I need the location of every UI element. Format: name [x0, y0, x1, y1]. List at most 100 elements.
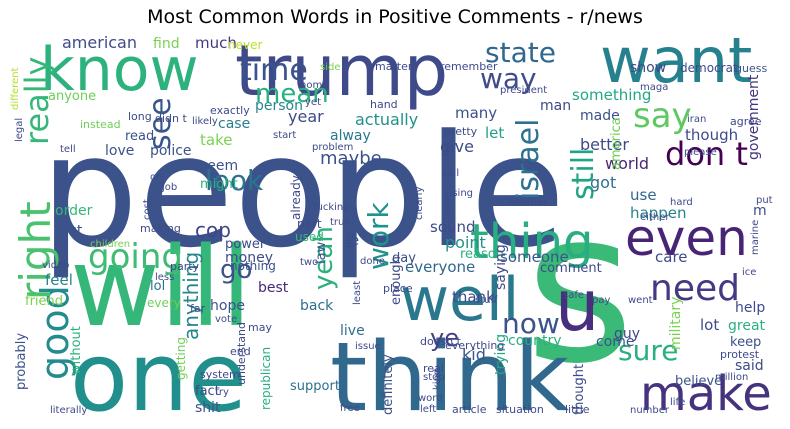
word-need: need	[650, 268, 740, 309]
word-marine: marine	[750, 220, 761, 255]
word-give: give	[440, 137, 474, 156]
word-using: using	[446, 188, 473, 199]
word-s: s	[525, 165, 634, 410]
word-enough: enough	[389, 256, 404, 305]
word-thought: thought	[572, 364, 587, 415]
word-military: military	[668, 297, 684, 350]
word-kid: kid	[462, 345, 486, 364]
word-life: life	[670, 397, 685, 408]
word-said: said	[735, 358, 764, 374]
word-please: please	[684, 147, 717, 158]
word-something: something	[572, 86, 651, 104]
chart-title: Most Common Words in Positive Comments -…	[147, 6, 643, 28]
word-try: try	[215, 387, 229, 398]
word-going: going	[88, 237, 183, 277]
word-legal: legal	[14, 118, 25, 142]
word-anything: anything	[179, 252, 203, 340]
word-literally: literally	[50, 405, 87, 416]
word-children: children	[90, 239, 130, 250]
word-police: police	[150, 143, 192, 159]
word-vote: vote	[215, 314, 237, 325]
word-problem: problem	[312, 142, 353, 153]
word-re: re	[345, 233, 359, 249]
word-number: number	[630, 405, 670, 416]
word-iran: iran	[687, 114, 706, 125]
word-mean: mean	[255, 79, 329, 109]
word-maga: maga	[640, 82, 668, 93]
word-man: man	[540, 98, 571, 114]
word-put: put	[756, 195, 773, 206]
word-democrat: democrat	[680, 61, 738, 75]
word-may: may	[248, 321, 272, 334]
word-least: least	[352, 281, 363, 305]
word-case: case	[218, 116, 250, 132]
word-real: real	[423, 362, 444, 375]
word-keep: keep	[730, 335, 761, 350]
word-true: true	[330, 217, 351, 228]
word-every: every	[147, 296, 181, 310]
word-show: show	[630, 60, 666, 76]
word-lol: lol	[150, 279, 165, 294]
word-come: come	[596, 334, 635, 350]
word-best: best	[258, 280, 289, 296]
word-might: might	[200, 177, 238, 192]
word-one: one	[70, 323, 247, 422]
word-think: think	[330, 323, 569, 422]
word-make: make	[640, 366, 772, 422]
word-sound: sound	[430, 218, 476, 236]
word-used: used	[295, 230, 324, 244]
word-saying: saying	[493, 244, 509, 290]
word-want: want	[600, 35, 752, 97]
word-republican: republican	[259, 347, 273, 410]
word-safe: safe	[563, 290, 584, 301]
word-state: state	[485, 36, 556, 69]
word-tell: tell	[60, 144, 76, 155]
word-government: government	[746, 74, 762, 160]
word-lot: lot	[700, 316, 719, 334]
word-time: time	[240, 53, 308, 88]
word-well: well	[400, 265, 519, 335]
word-seem: seem	[200, 158, 238, 174]
word-cop: cop	[195, 218, 231, 242]
word-know: know	[40, 35, 199, 105]
word-even: even	[625, 209, 748, 267]
word-oh: oh	[150, 172, 162, 183]
word-shit: shit	[195, 400, 221, 416]
word-use: use	[630, 186, 657, 204]
word-better: better	[580, 135, 629, 154]
word-work: work	[362, 201, 395, 270]
word-happen: happen	[630, 204, 686, 222]
word-let: let	[485, 124, 504, 142]
word-pretty: pretty	[444, 125, 478, 138]
word-feel: feel	[45, 271, 73, 289]
word-stuff: stuff	[475, 295, 498, 306]
word-comment: comment	[540, 261, 602, 276]
word-president: president	[500, 85, 547, 96]
word-believe: believe	[675, 374, 722, 389]
word-word: word	[418, 393, 443, 404]
word-clearly: clearly	[414, 187, 425, 220]
word-ice: ice	[742, 267, 756, 278]
word-didn-t: didn t	[155, 112, 187, 125]
word-day: day	[392, 251, 416, 266]
word-never: never	[228, 38, 262, 52]
word-job: job	[161, 182, 177, 193]
word-stop: stop	[423, 372, 445, 383]
word-less: less	[155, 272, 174, 283]
word-trump: trump	[235, 35, 448, 112]
word-fact: fact	[195, 384, 220, 399]
word-another: another	[508, 197, 548, 208]
word-ye: ye	[430, 324, 459, 352]
word-much: much	[195, 35, 237, 52]
word-maybe: maybe	[320, 148, 382, 169]
word-read: read	[125, 129, 154, 144]
word-free: free	[340, 403, 360, 414]
word-really: really	[18, 57, 56, 145]
word-american: american	[62, 35, 137, 52]
word-yet: yet	[305, 97, 321, 108]
word-either: either	[640, 212, 670, 223]
word-doesn-t: doesn t	[420, 335, 462, 348]
word-protest: protest	[720, 348, 760, 361]
word-everyone: everyone	[405, 258, 475, 276]
